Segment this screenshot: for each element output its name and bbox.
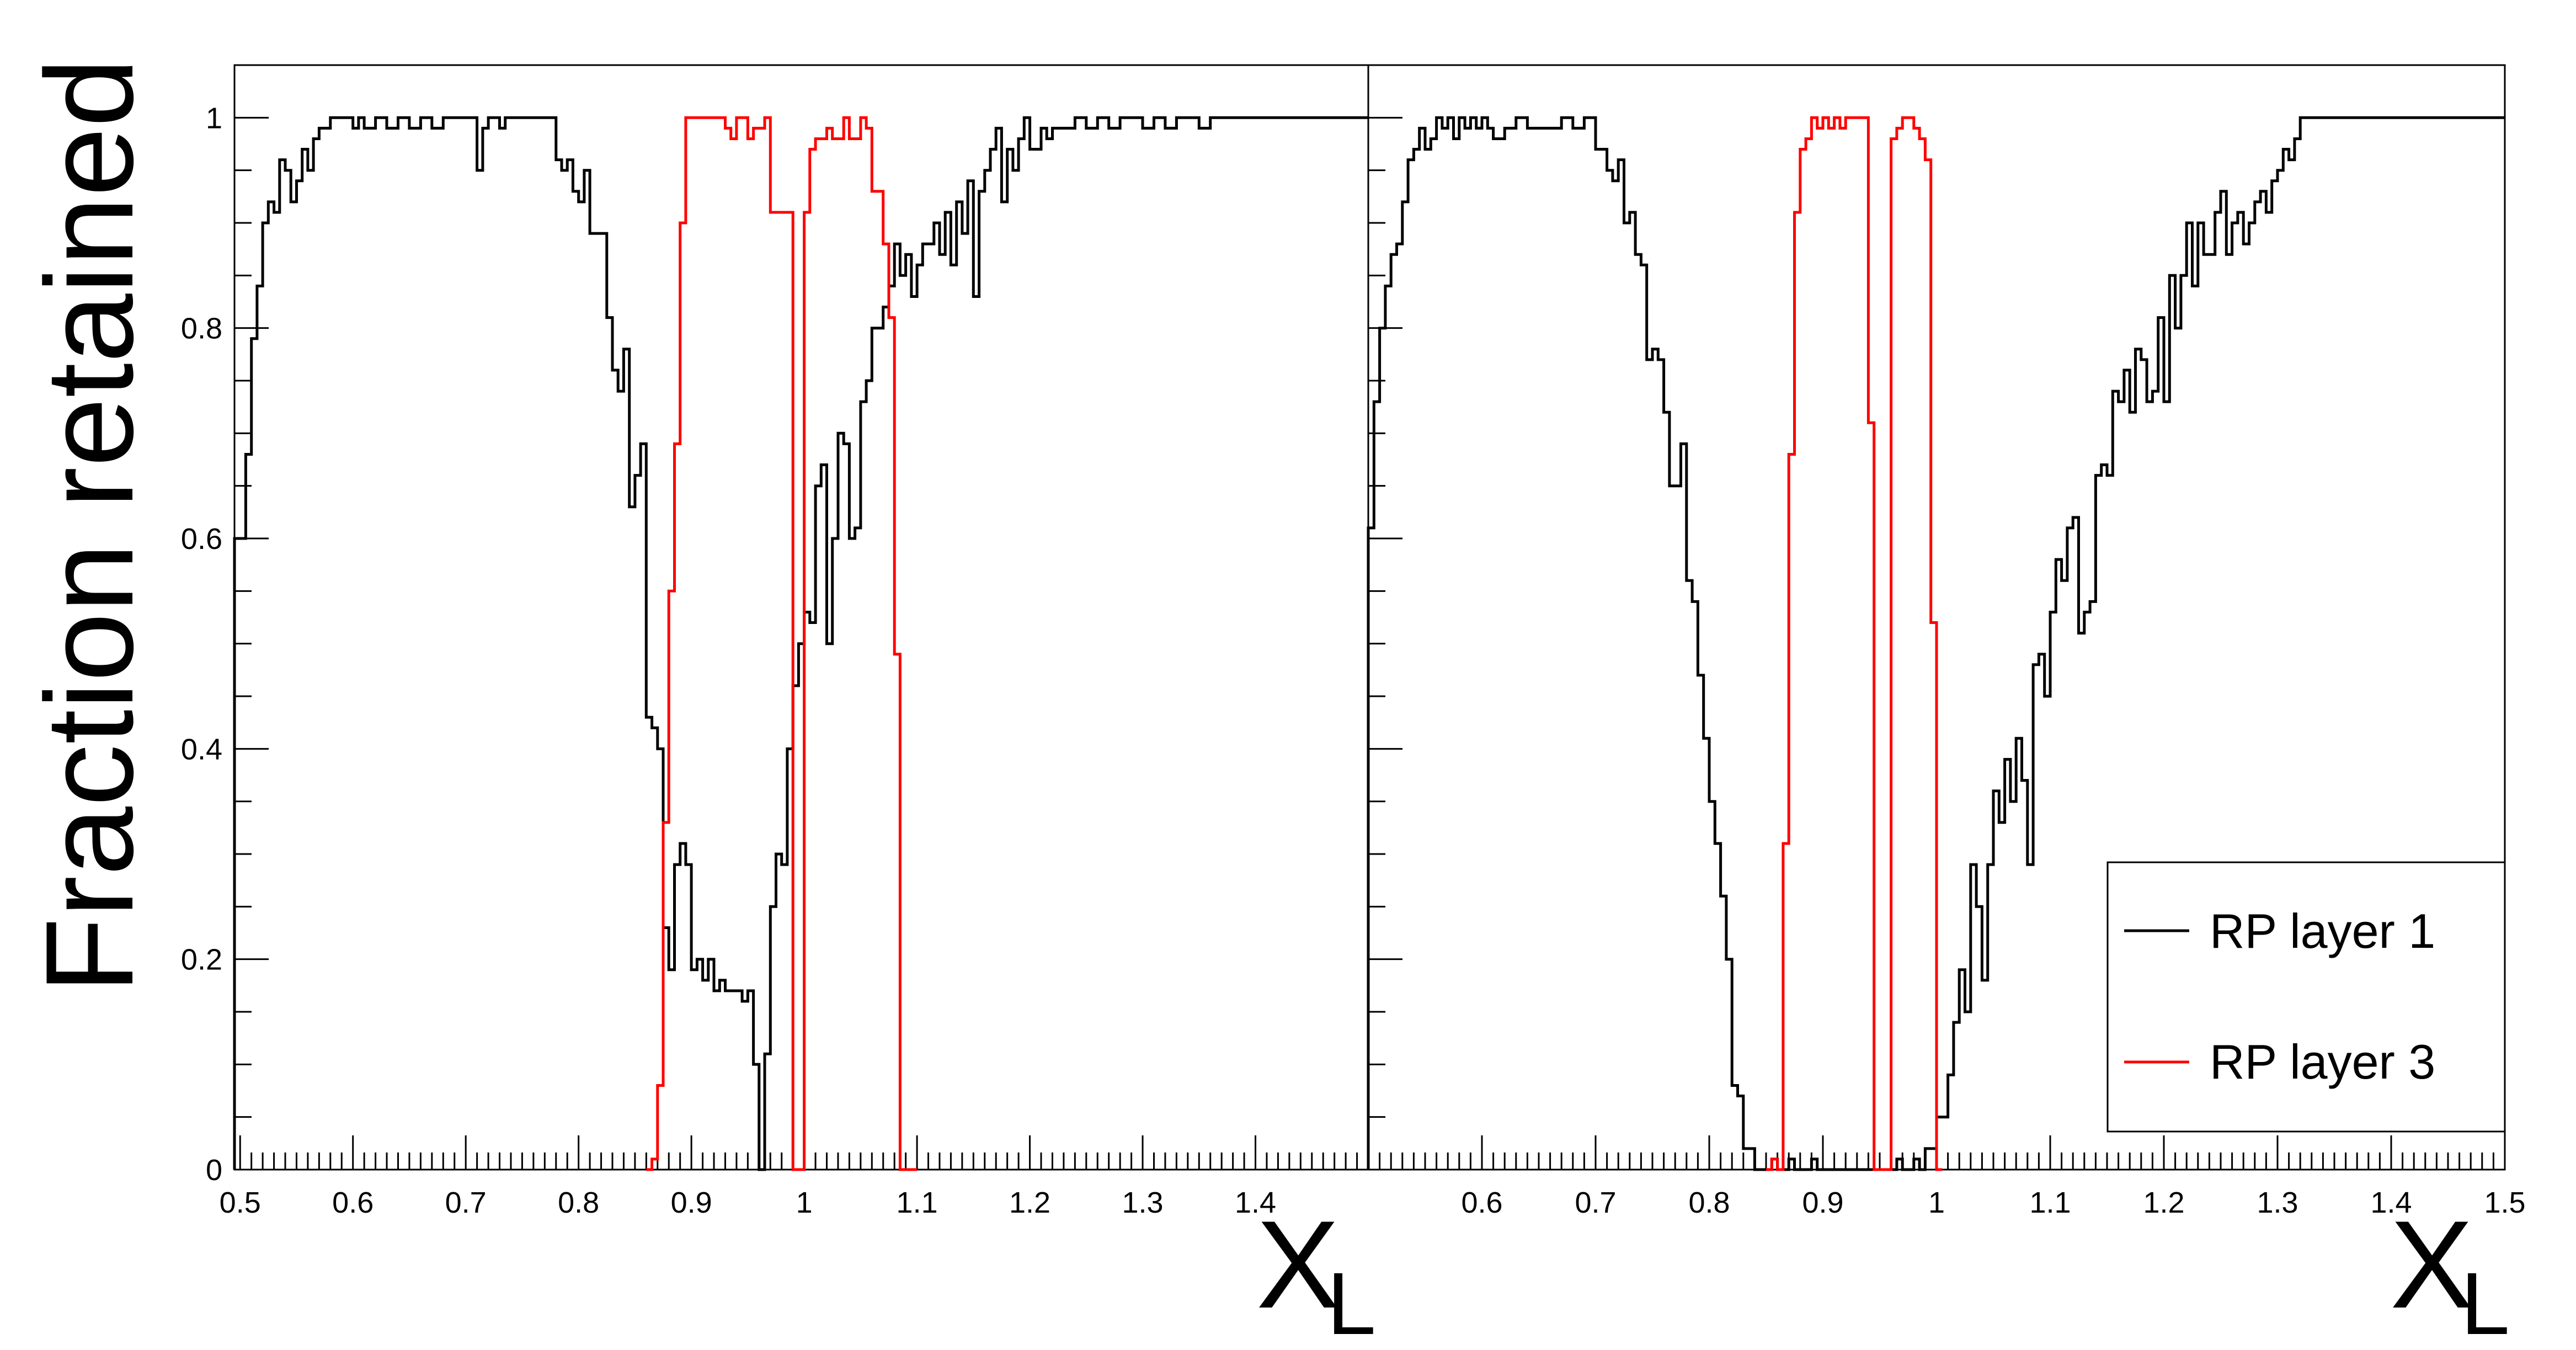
x-tick-label-left: 1.2 — [1009, 1186, 1050, 1219]
x-axis-title-left-subscript: L — [1327, 1254, 1376, 1350]
y-tick-label: 0.4 — [181, 733, 222, 766]
y-tick-label: 0.2 — [181, 943, 222, 977]
right-panel: 0.6 0.7 0.8 0.9 1 1.1 1.2 1.3 1.4 1.5 — [1367, 64, 2526, 1219]
x-tick-label-left: 1.3 — [1122, 1186, 1164, 1219]
x-tick-label-right: 1.2 — [2143, 1186, 2184, 1219]
y-tick-label: 0.8 — [181, 312, 222, 345]
x-tick-label-right: 0.6 — [1461, 1186, 1502, 1219]
x-axis-title-right-main: X — [2390, 1194, 2473, 1334]
x-tick-label-left: 0.6 — [332, 1186, 374, 1219]
x-tick-label-right: 0.9 — [1802, 1186, 1843, 1219]
legend-label-rp-layer-1: RP layer 1 — [2210, 904, 2435, 958]
x-tick-label-right: 1.3 — [2257, 1186, 2298, 1219]
x-axis-title-right-subscript: L — [2461, 1254, 2510, 1350]
x-axis-title-left: X L — [1256, 1194, 1376, 1350]
legend-label-rp-layer-3: RP layer 3 — [2210, 1034, 2435, 1089]
series-left-red-step-line — [646, 116, 918, 1171]
x-tick-label-left: 0.7 — [445, 1186, 487, 1219]
y-tick-label: 1 — [206, 102, 222, 135]
x-axis-title-left-main: X — [1256, 1194, 1340, 1334]
series-left-black-step-line — [233, 116, 1368, 1171]
series-right-red-step-line — [1766, 116, 1943, 1171]
y-ticks-left — [234, 116, 269, 1171]
y-tick-label: 0.6 — [181, 522, 222, 556]
x-tick-label-left: 0.8 — [558, 1186, 599, 1219]
x-tick-label-left: 1.4 — [1235, 1186, 1276, 1219]
x-tick-label-right: 0.7 — [1575, 1186, 1616, 1219]
x-tick-label-left: 1.1 — [897, 1186, 938, 1219]
y-tick-label: 0 — [206, 1154, 222, 1187]
x-tick-label-right: 1.1 — [2029, 1186, 2071, 1219]
x-tick-label-left: 1 — [796, 1186, 813, 1219]
x-ticks-left — [239, 1135, 1369, 1170]
legend-box — [2106, 861, 2506, 1133]
x-tick-label-right: 0.8 — [1688, 1186, 1730, 1219]
y-axis-title: Fraction retained — [19, 58, 159, 994]
legend: RP layer 1 RP layer 3 — [2106, 861, 2506, 1133]
x-axis-title-right: X L — [2390, 1194, 2510, 1350]
x-tick-label-right: 1 — [1928, 1186, 1945, 1219]
x-tick-label-right: 1.4 — [2370, 1186, 2412, 1219]
left-panel: 0.5 0.6 0.7 0.8 0.9 1 1.1 1.2 1.3 1.4 0 0.2 0.4 0.6 0.… — [181, 64, 1369, 1219]
x-tick-label-left: 0.5 — [220, 1186, 261, 1219]
x-tick-label-right: 1.5 — [2484, 1186, 2525, 1219]
x-tick-label-left: 0.9 — [671, 1186, 712, 1219]
